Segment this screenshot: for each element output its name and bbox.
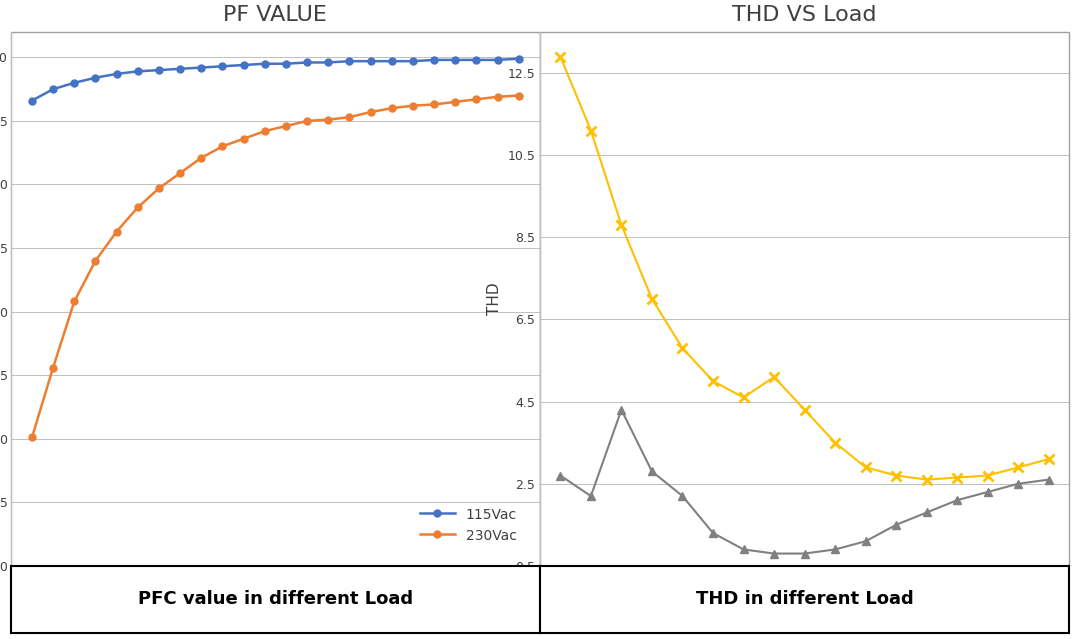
Line: 115Vac: 115Vac: [556, 406, 1053, 558]
230Vac: [920, 476, 933, 484]
230Vac: [68, 298, 81, 305]
Line: 115Vac: 115Vac: [28, 55, 523, 104]
230Vac: [364, 108, 377, 116]
Y-axis label: THD: THD: [487, 282, 502, 315]
115Vac: [798, 550, 811, 557]
115Vac: [110, 70, 123, 78]
230Vac: [449, 98, 462, 105]
115Vac: [406, 58, 419, 65]
Title: PF VALUE: PF VALUE: [224, 5, 327, 25]
115Vac: [89, 74, 102, 82]
115Vac: [152, 66, 165, 74]
115Vac: [194, 64, 207, 72]
115Vac: [46, 86, 59, 93]
230Vac: [258, 127, 271, 135]
115Vac: [470, 56, 483, 64]
115Vac: [238, 61, 251, 69]
115Vac: [646, 468, 659, 475]
115Vac: [26, 96, 39, 104]
115Vac: [280, 60, 293, 68]
115Vac: [615, 406, 627, 413]
230Vac: [1012, 463, 1025, 471]
230Vac: [737, 394, 750, 401]
115Vac: [828, 546, 841, 553]
230Vac: [428, 100, 441, 108]
115Vac: [920, 509, 933, 516]
230Vac: [512, 91, 525, 99]
115Vac: [322, 59, 335, 66]
230Vac: [890, 472, 903, 479]
230Vac: [89, 257, 102, 265]
115Vac: [300, 59, 313, 66]
230Vac: [615, 221, 627, 229]
230Vac: [194, 154, 207, 162]
230Vac: [706, 377, 719, 385]
115Vac: [950, 497, 963, 504]
115Vac: [768, 550, 781, 557]
230Vac: [322, 116, 335, 123]
115Vac: [68, 79, 81, 87]
230Vac: [280, 122, 293, 130]
230Vac: [174, 169, 187, 177]
115Vac: [860, 537, 873, 545]
115Vac: [584, 492, 597, 500]
Bar: [540, 32, 1069, 566]
X-axis label: Load(A): Load(A): [246, 589, 305, 604]
115Vac: [737, 546, 750, 553]
115Vac: [491, 56, 504, 64]
230Vac: [238, 135, 251, 142]
230Vac: [386, 104, 399, 112]
230Vac: [470, 95, 483, 103]
230Vac: [491, 93, 504, 100]
115Vac: [428, 56, 441, 64]
115Vac: [512, 55, 525, 63]
230Vac: [676, 344, 689, 352]
230Vac: [950, 473, 963, 481]
Bar: [11, 32, 540, 566]
115Vac: [364, 58, 377, 65]
230Vac: [860, 463, 873, 471]
230Vac: [554, 53, 567, 61]
115Vac: [174, 65, 187, 73]
230Vac: [132, 204, 145, 212]
230Vac: [1042, 455, 1055, 463]
230Vac: [798, 406, 811, 413]
115Vac: [554, 472, 567, 479]
Line: 230Vac: 230Vac: [555, 52, 1054, 484]
230Vac: [828, 439, 841, 447]
115Vac: [706, 529, 719, 537]
115Vac: [676, 492, 689, 500]
230Vac: [152, 185, 165, 192]
230Vac: [46, 364, 59, 371]
230Vac: [584, 127, 597, 134]
115Vac: [258, 60, 271, 68]
115Vac: [1042, 476, 1055, 484]
115Vac: [982, 488, 995, 496]
Line: 230Vac: 230Vac: [28, 92, 523, 441]
115Vac: [343, 58, 356, 65]
230Vac: [300, 117, 313, 125]
230Vac: [216, 142, 229, 150]
115Vac: [1012, 480, 1025, 488]
230Vac: [343, 113, 356, 121]
Text: PFC value in different Load: PFC value in different Load: [138, 590, 413, 608]
Title: THD VS Load: THD VS Load: [732, 5, 877, 25]
115Vac: [216, 63, 229, 70]
115Vac: [386, 58, 399, 65]
230Vac: [406, 102, 419, 109]
230Vac: [110, 227, 123, 235]
230Vac: [646, 295, 659, 303]
Legend: 115Vac, 230Vac: 115Vac, 230Vac: [415, 502, 523, 548]
115Vac: [890, 521, 903, 528]
115Vac: [449, 56, 462, 64]
X-axis label: Load(A): Load(A): [775, 587, 834, 601]
230Vac: [768, 373, 781, 381]
230Vac: [26, 434, 39, 442]
230Vac: [982, 472, 995, 479]
115Vac: [132, 68, 145, 75]
Text: THD in different Load: THD in different Load: [696, 590, 914, 608]
